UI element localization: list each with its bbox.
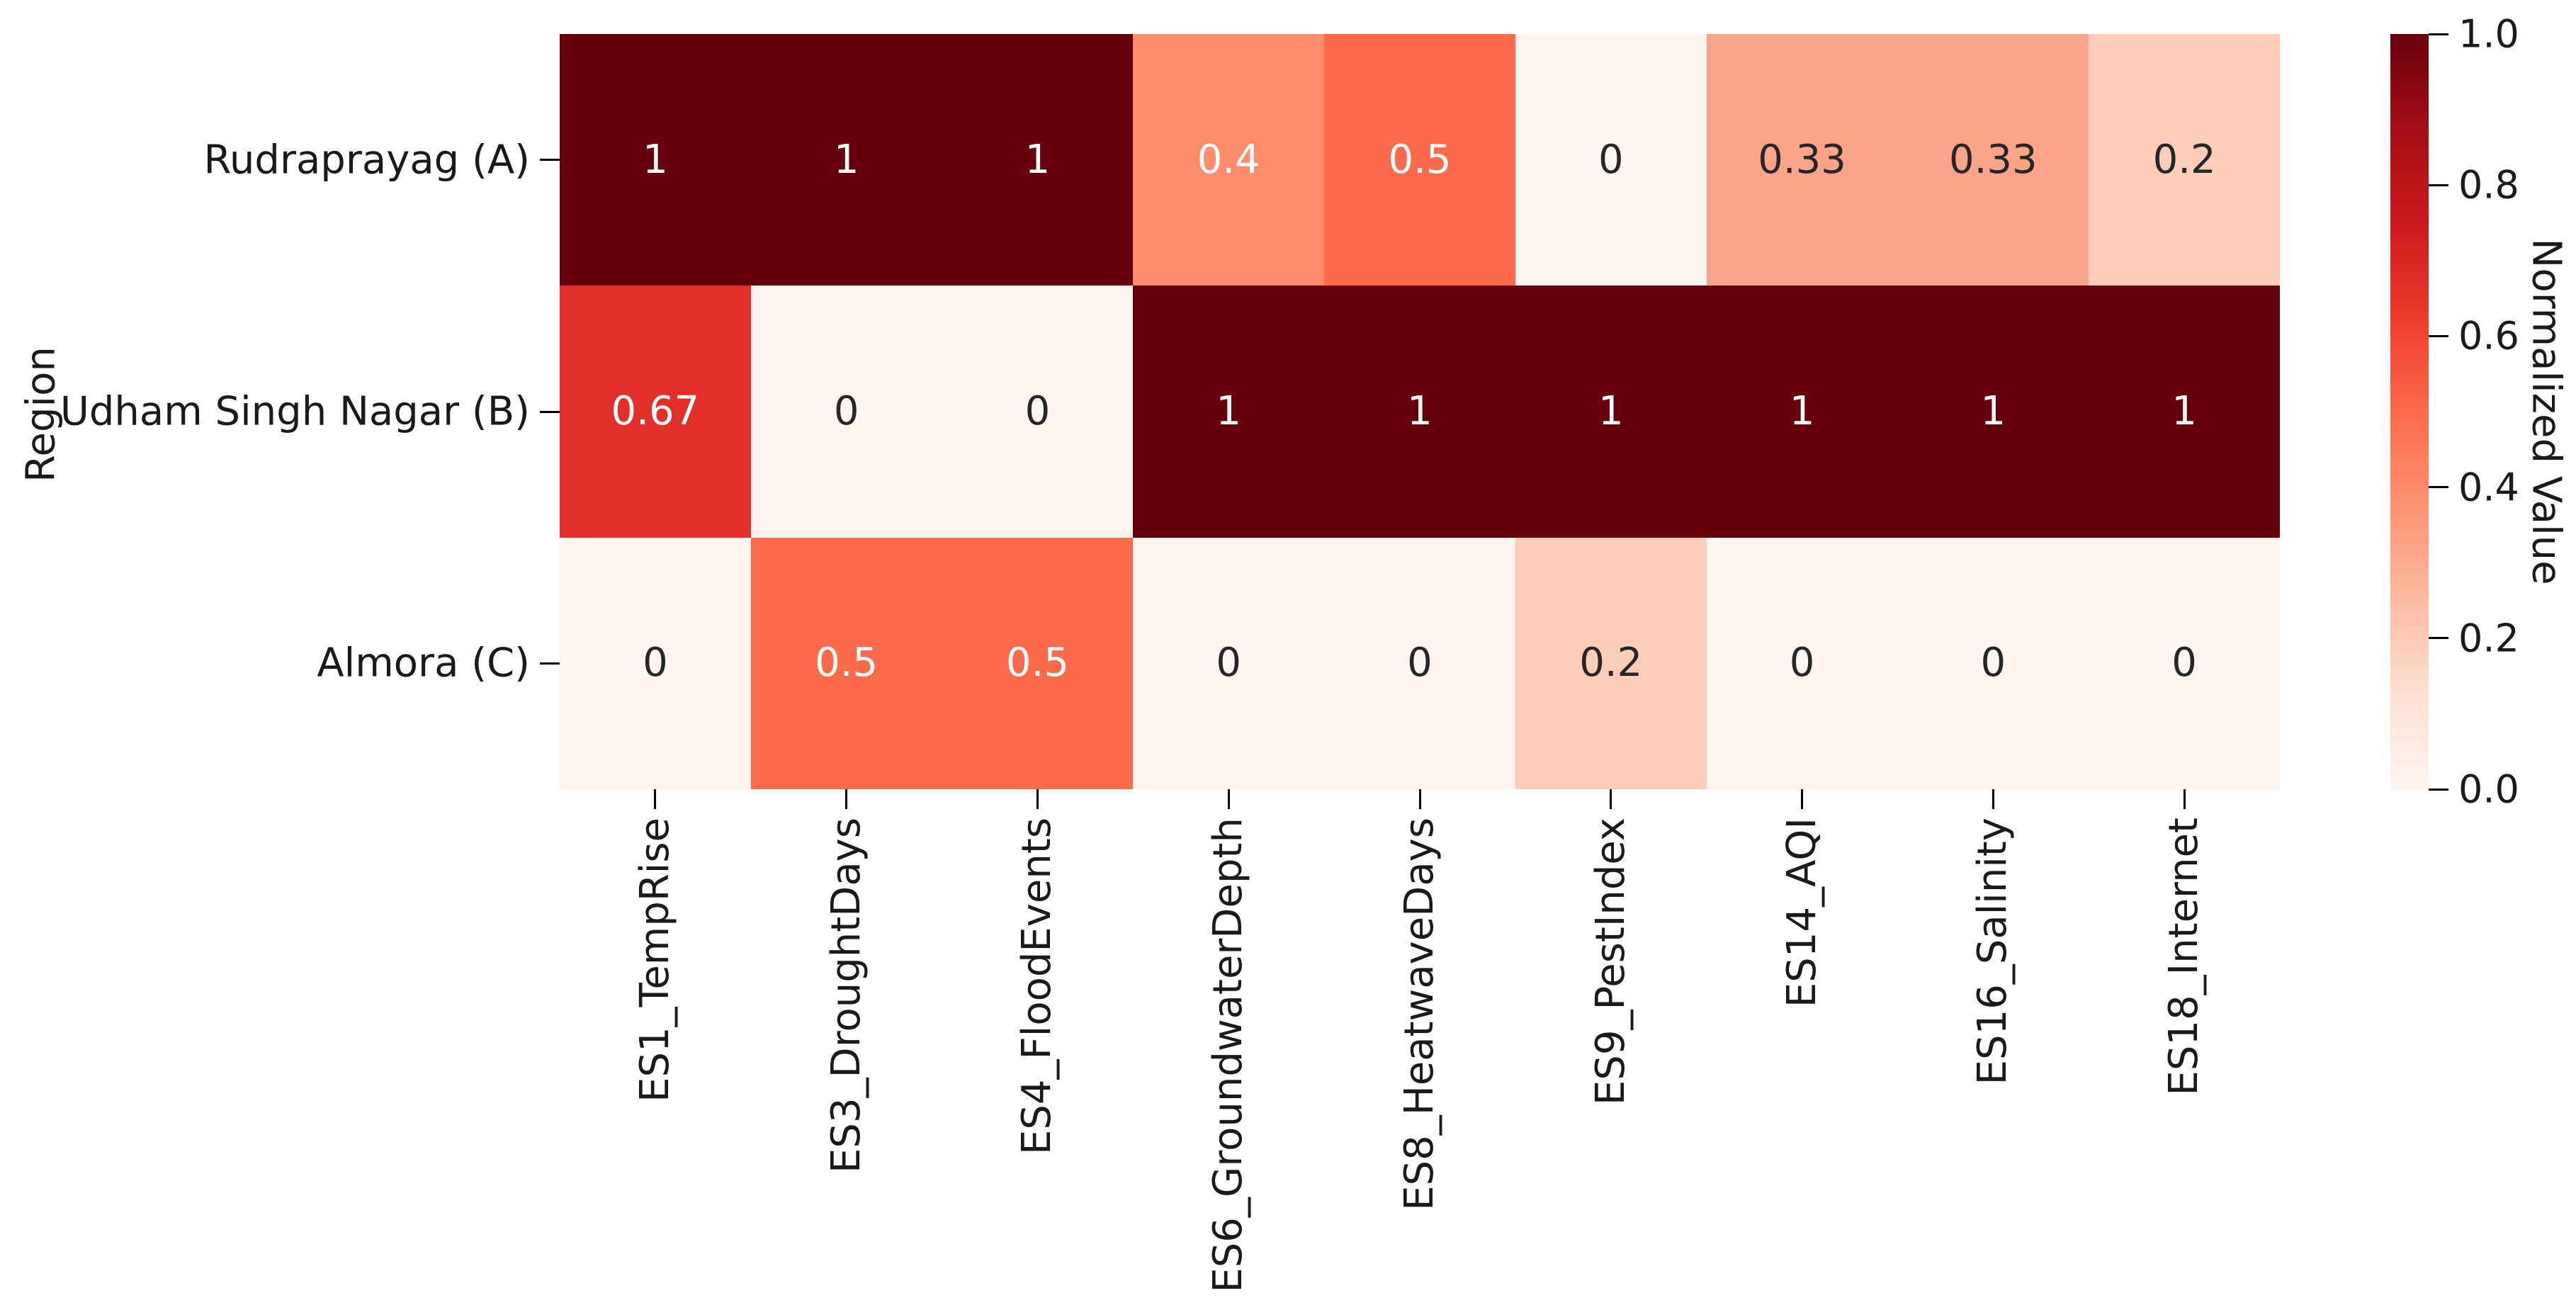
- colorbar-tick-label: 0.0: [2458, 767, 2519, 812]
- cell-value-label: 0: [643, 640, 668, 687]
- heatmap-cell: 0.5: [1324, 34, 1515, 286]
- heatmap-cell: 0: [942, 286, 1134, 538]
- heatmap-cell: 0: [1515, 34, 1707, 286]
- cell-value-label: 0.67: [611, 388, 700, 434]
- y-tick-label: Udham Singh Nagar (B): [60, 388, 530, 435]
- heatmap-cell: 1: [1324, 286, 1515, 538]
- heatmap-cell: 0.5: [942, 537, 1134, 789]
- x-axis-tick: [1036, 789, 1039, 809]
- heatmap-cell: 0.2: [1515, 537, 1707, 789]
- cell-value-label: 0.5: [1388, 136, 1452, 183]
- x-tick-label: ES1_TempRise: [631, 818, 678, 1102]
- cell-value-label: 0: [1216, 640, 1242, 687]
- cell-value-label: 1: [1216, 388, 1242, 434]
- cell-value-label: 0.4: [1197, 136, 1260, 183]
- x-tick-label: ES16_Salinity: [1970, 818, 2016, 1085]
- heatmap-cell: 0: [1324, 537, 1515, 789]
- cell-value-label: 0: [1789, 640, 1815, 687]
- heatmap-cell: 0: [1897, 537, 2089, 789]
- x-axis-tick: [2183, 789, 2186, 809]
- cell-value-label: 1: [833, 136, 859, 183]
- x-axis-tick: [1418, 789, 1421, 809]
- heatmap-cell: 0: [1133, 537, 1325, 789]
- cell-value-label: 0: [1024, 388, 1051, 434]
- x-axis-tick: [1801, 789, 1804, 809]
- cell-value-label: 0.2: [1579, 640, 1643, 687]
- heatmap-cell: 0.2: [2089, 34, 2280, 286]
- colorbar-label: Normalized Value: [2523, 238, 2570, 585]
- y-tick-label: Almora (C): [317, 640, 530, 687]
- cell-value-label: 0: [1407, 640, 1433, 687]
- cell-value-label: 1: [1024, 136, 1051, 183]
- heatmap-grid: 1 1 1 0.4 0.5 0 0.33 0.33 0.2 0.67 0 0 1 1 1 1 1 1 0 0.5 0.5…: [560, 34, 2280, 789]
- colorbar-tick-label: 1.0: [2458, 11, 2519, 57]
- cell-value-label: 0.5: [1005, 640, 1069, 687]
- colorbar-gradient: [2390, 34, 2429, 789]
- heatmap-cell: 0.5: [750, 537, 942, 789]
- x-axis-tick: [845, 789, 848, 809]
- x-axis-tick: [1992, 789, 1994, 809]
- y-tick-label: Rudraprayag (A): [203, 137, 530, 183]
- x-tick-label: ES6_GroundwaterDepth: [1205, 818, 1252, 1293]
- x-axis-tick: [654, 789, 657, 809]
- cell-value-label: 0: [833, 388, 859, 434]
- cell-value-label: 0.2: [2152, 136, 2216, 183]
- cell-value-label: 0.5: [815, 640, 879, 687]
- heatmap-cell: 1: [1706, 286, 1898, 538]
- colorbar-tick: [2429, 33, 2448, 35]
- x-axis-tick: [1227, 789, 1230, 809]
- y-axis-tick: [540, 410, 560, 413]
- x-axis-tick: [1610, 789, 1612, 809]
- colorbar-tick-label: 0.6: [2458, 313, 2519, 358]
- colorbar-tick-label: 0.8: [2458, 162, 2519, 208]
- y-axis-tick: [540, 159, 560, 162]
- colorbar-tick: [2429, 788, 2448, 791]
- cell-value-label: 0: [1980, 640, 2006, 687]
- colorbar-tick: [2429, 637, 2448, 640]
- cell-value-label: 0: [1598, 136, 1624, 183]
- colorbar-tick: [2429, 486, 2448, 489]
- cell-value-label: 1: [2171, 388, 2197, 434]
- heatmap-cell: 0: [750, 286, 942, 538]
- heatmap-cell: 0.4: [1133, 34, 1325, 286]
- heatmap-cell: 1: [942, 34, 1134, 286]
- cell-value-label: 1: [643, 136, 668, 183]
- colorbar-tick: [2429, 183, 2448, 186]
- heatmap-cell: 1: [750, 34, 942, 286]
- cell-value-label: 1: [1598, 388, 1624, 434]
- cell-value-label: 1: [1789, 388, 1815, 434]
- x-tick-label: ES4_FloodEvents: [1014, 818, 1061, 1155]
- colorbar-tick: [2429, 334, 2448, 337]
- cell-value-label: 1: [1980, 388, 2006, 434]
- heatmap-cell: 0: [1706, 537, 1898, 789]
- heatmap-cell: 0: [560, 537, 751, 789]
- heatmap-cell: 1: [1515, 286, 1707, 538]
- heatmap-cell: 1: [1897, 286, 2089, 538]
- x-tick-label: ES14_AQI: [1778, 818, 1825, 1008]
- heatmap-cell: 0.67: [560, 286, 751, 538]
- x-tick-label: ES8_HeatwaveDays: [1396, 818, 1442, 1211]
- heatmap-cell: 1: [560, 34, 751, 286]
- heatmap-cell: 0.33: [1897, 34, 2089, 286]
- colorbar-tick-label: 0.4: [2458, 465, 2519, 510]
- heatmap-cell: 1: [1133, 286, 1325, 538]
- cell-value-label: 1: [1407, 388, 1433, 434]
- x-tick-label: ES18_Internet: [2161, 818, 2208, 1096]
- cell-value-label: 0: [2171, 640, 2197, 687]
- x-tick-label: ES3_DroughtDays: [823, 818, 869, 1173]
- heatmap-cell: 0.33: [1706, 34, 1898, 286]
- y-axis-tick: [540, 662, 560, 665]
- colorbar-tick-label: 0.2: [2458, 616, 2519, 661]
- cell-value-label: 0.33: [1758, 136, 1846, 183]
- heatmap-cell: 0: [2089, 537, 2280, 789]
- cell-value-label: 0.33: [1948, 136, 2038, 183]
- y-axis-label: Region: [18, 346, 64, 482]
- x-tick-label: ES9_PestIndex: [1587, 818, 1634, 1106]
- heatmap-cell: 1: [2089, 286, 2280, 538]
